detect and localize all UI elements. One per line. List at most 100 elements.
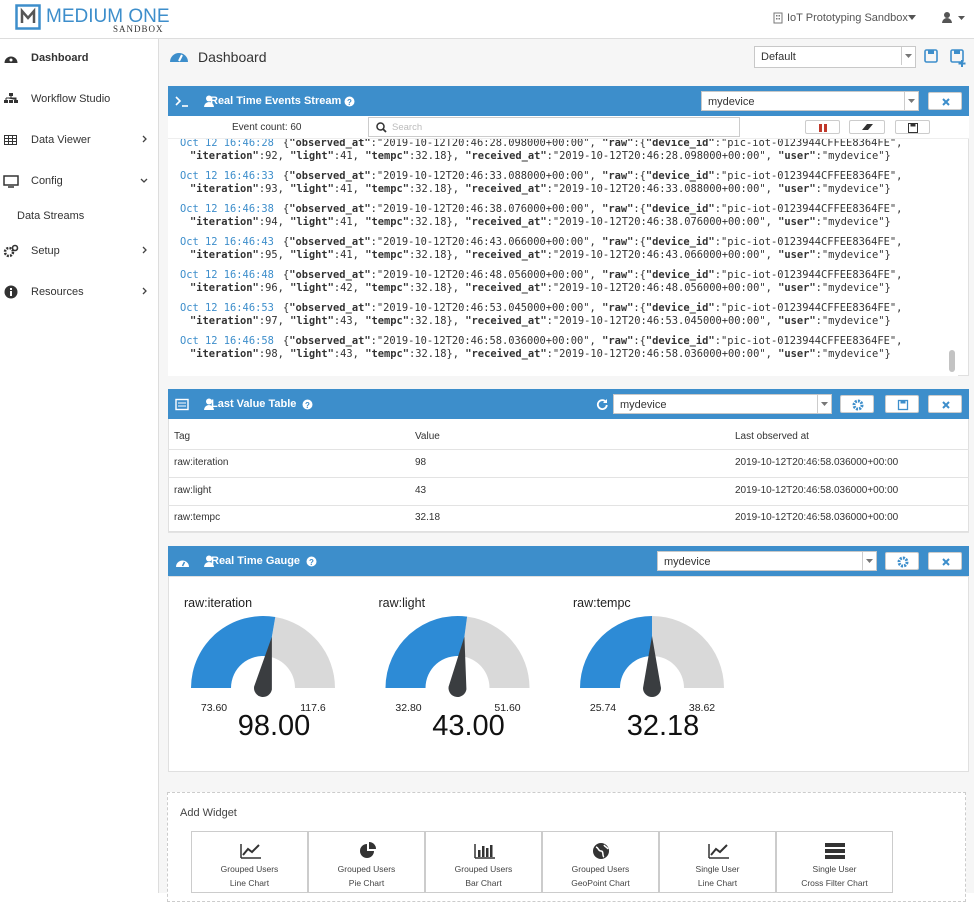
gauge-min: 73.60 <box>201 702 227 714</box>
log-line: {"observed_at":"2019-10-12T20:46:48.0560… <box>283 269 903 281</box>
log-entry: Oct 12 16:46:28 {"observed_at":"2019-10-1… <box>168 138 958 170</box>
widget-name: Grouped Users <box>571 864 630 874</box>
log-line: "iteration":93, "light":41, "tempc":32.1… <box>190 183 891 195</box>
logo <box>15 4 41 30</box>
log-line: {"observed_at":"2019-10-12T20:46:53.0450… <box>283 302 903 314</box>
row-divider <box>168 449 969 450</box>
close-button[interactable] <box>928 395 962 413</box>
log-line: {"observed_at":"2019-10-12T20:46:33.0880… <box>283 170 903 182</box>
save-buttons[interactable] <box>924 49 968 69</box>
gauge-fill <box>191 616 276 688</box>
nav-item[interactable]: Resources <box>31 286 84 298</box>
column-header: Tag <box>174 431 191 442</box>
select-value: Default <box>761 51 796 63</box>
table-cell: 32.18 <box>415 512 441 523</box>
widget-icon <box>240 844 261 859</box>
widget-name: Single User <box>695 864 740 874</box>
widget-icon <box>708 844 729 859</box>
table-cell: 2019-10-12T20:46:58.036000+00:00 <box>735 484 899 496</box>
widget-name: Single User <box>812 864 857 874</box>
scrollbar[interactable] <box>949 350 955 372</box>
svg-text:?: ? <box>305 401 310 410</box>
column-header: Last observed at <box>735 431 809 442</box>
gauge-value: 98.00 <box>238 710 311 742</box>
log-line: "iteration":94, "light":41, "tempc":32.1… <box>190 216 891 228</box>
panel-title: Real Time Events Stream <box>210 95 342 107</box>
gauge-label: raw:tempc <box>573 596 631 610</box>
nav-item[interactable]: Data Streams <box>17 210 85 222</box>
widget-tile[interactable]: Single User Line Chart <box>659 831 776 893</box>
log-entry: Oct 12 16:46:43 {"observed_at":"2019-10-1… <box>168 236 958 269</box>
settings-button[interactable] <box>885 552 919 570</box>
gauge-panel <box>168 576 969 772</box>
table-cell: 2019-10-12T20:46:58.036000+00:00 <box>735 457 899 468</box>
nav-item[interactable]: Config <box>31 175 63 187</box>
nav-item[interactable]: Data Viewer <box>31 134 91 146</box>
gauge-needle <box>254 636 272 697</box>
gauge-track <box>268 617 335 688</box>
search-box[interactable]: Search <box>368 117 740 137</box>
svg-text:?: ? <box>347 98 352 107</box>
widget-kind: GeoPoint Chart <box>571 878 630 888</box>
log-line: {"observed_at":"2019-10-12T20:46:43.0660… <box>283 236 903 248</box>
widget-name: Grouped Users <box>337 864 396 874</box>
sidebar-icons <box>3 56 19 299</box>
settings-button[interactable] <box>840 395 874 413</box>
widget-tile[interactable]: Grouped Users GeoPoint Chart <box>542 831 659 893</box>
device-select[interactable]: mydevice <box>701 91 919 111</box>
gauge-min: 32.80 <box>395 702 421 714</box>
widget-kind: Pie Chart <box>348 878 385 888</box>
timestamp: Oct 12 16:46:58 <box>180 335 274 347</box>
save-log-button[interactable] <box>895 120 930 134</box>
table-cell: raw:tempc <box>174 512 221 523</box>
log-line: {"observed_at":"2019-10-12T20:46:28.0980… <box>283 138 903 149</box>
widget-tile[interactable]: Single User Cross Filter Chart <box>776 831 893 893</box>
sidebar-border <box>158 39 159 893</box>
gauge-max: 117.6 <box>300 702 326 714</box>
save-button[interactable] <box>885 395 919 413</box>
device-select[interactable]: mydevice <box>613 394 832 414</box>
log-entry: Oct 12 16:46:38 {"observed_at":"2019-10-1… <box>168 203 958 236</box>
log-entry: Oct 12 16:46:53 {"observed_at":"2019-10-1… <box>168 302 958 335</box>
log-line: "iteration":97, "light":43, "tempc":32.1… <box>190 315 891 327</box>
log-entry: Oct 12 16:46:48 {"observed_at":"2019-10-1… <box>168 269 958 302</box>
widget-tile[interactable]: Grouped Users Pie Chart <box>308 831 425 893</box>
timestamp: Oct 12 16:46:38 <box>180 203 274 215</box>
project-menu[interactable]: IoT Prototyping Sandbox <box>787 12 908 24</box>
add-widget-title: Add Widget <box>180 807 237 819</box>
table-cell: 2019-10-12T20:46:58.036000+00:00 <box>735 512 899 523</box>
user-menu[interactable] <box>941 11 967 25</box>
log-entry: Oct 12 16:46:33 {"observed_at":"2019-10-1… <box>168 170 958 203</box>
clear-button[interactable] <box>849 120 885 134</box>
device-select[interactable]: mydevice <box>657 551 877 571</box>
gauges: raw:iteration 73.60 117.698.00 raw:light 32.… <box>184 596 724 742</box>
dashboard-icon <box>170 53 188 62</box>
widget-kind: Line Chart <box>697 878 738 888</box>
widget-tile[interactable]: Grouped Users Line Chart <box>191 831 308 893</box>
log-entry: Oct 12 16:46:58 {"observed_at":"2019-10-1… <box>168 335 958 368</box>
widget-name: Grouped Users <box>454 864 513 874</box>
widget-kind: Bar Chart <box>465 878 502 888</box>
layout-select[interactable]: Default <box>754 46 916 68</box>
timestamp: Oct 12 16:46:28 <box>180 138 274 149</box>
gauge-value: 32.18 <box>627 710 700 742</box>
widget-kind: Line Chart <box>229 878 270 888</box>
close-button[interactable] <box>928 92 962 110</box>
caret <box>908 15 916 20</box>
row-divider <box>168 477 969 478</box>
pause-button[interactable] <box>805 120 840 134</box>
widget-tile[interactable]: Grouped Users Bar Chart <box>425 831 542 893</box>
row-divider <box>168 504 969 506</box>
nav-item[interactable]: Workflow Studio <box>31 93 111 105</box>
gauge-label: raw:iteration <box>184 596 252 610</box>
nav-item[interactable]: Setup <box>31 245 60 257</box>
gauge-track <box>461 616 530 688</box>
close-button[interactable] <box>928 552 962 570</box>
table-cell: raw:light <box>174 484 212 496</box>
gauge-fill <box>580 616 652 688</box>
page-title: Dashboard <box>198 49 267 65</box>
panel-title: Real Time Gauge <box>211 555 301 567</box>
table-cell: 43 <box>415 484 427 496</box>
panel-title: Last Value Table <box>211 398 297 410</box>
nav-item[interactable]: Dashboard <box>31 52 89 64</box>
